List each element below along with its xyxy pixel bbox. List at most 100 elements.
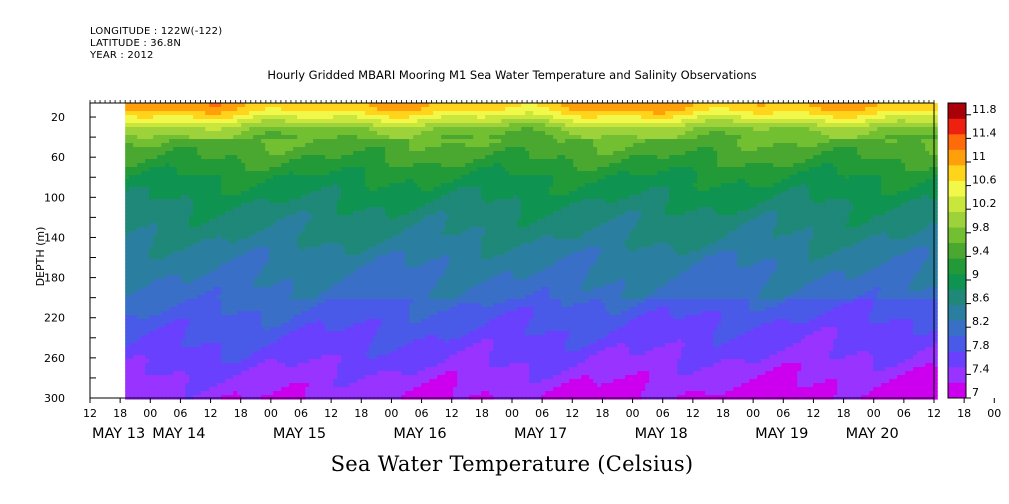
contour-cell xyxy=(329,239,334,244)
contour-cell xyxy=(273,307,278,312)
contour-cell xyxy=(345,199,350,204)
contour-cell xyxy=(381,371,386,376)
contour-cell xyxy=(253,387,258,392)
contour-cell xyxy=(289,299,294,304)
contour-cell xyxy=(181,239,186,244)
contour-cell xyxy=(309,223,314,228)
contour-cell xyxy=(265,387,270,392)
contour-cell xyxy=(337,191,342,196)
contour-cell xyxy=(157,339,162,344)
contour-cell xyxy=(249,131,254,136)
contour-cell xyxy=(285,363,290,368)
contour-cell xyxy=(373,227,378,232)
contour-cell xyxy=(393,231,398,236)
contour-cell xyxy=(361,307,366,312)
contour-cell xyxy=(389,155,394,160)
contour-cell xyxy=(245,239,250,244)
contour-cell xyxy=(257,219,262,224)
contour-cell xyxy=(341,287,346,292)
contour-cell xyxy=(249,219,254,224)
contour-cell xyxy=(373,215,378,220)
contour-cell xyxy=(153,119,158,124)
contour-cell xyxy=(161,171,166,176)
contour-cell xyxy=(129,159,134,164)
contour-cell xyxy=(317,203,322,208)
contour-cell xyxy=(317,291,322,296)
contour-cell xyxy=(217,159,222,164)
contour-cell xyxy=(221,115,226,120)
contour-cell xyxy=(181,107,186,112)
contour-cell xyxy=(329,303,334,308)
contour-cell xyxy=(337,131,342,136)
contour-cell xyxy=(173,111,178,116)
contour-cell xyxy=(137,247,142,252)
contour-cell xyxy=(341,115,346,120)
contour-cell xyxy=(317,383,322,388)
contour-cell xyxy=(353,367,358,372)
contour-cell xyxy=(265,383,270,388)
contour-cell xyxy=(197,287,202,292)
contour-cell xyxy=(137,391,142,396)
contour-cell xyxy=(265,359,270,364)
contour-cell xyxy=(225,371,230,376)
contour-cell xyxy=(185,219,190,224)
contour-cell xyxy=(157,331,162,336)
contour-cell xyxy=(365,387,370,392)
contour-cell xyxy=(137,359,142,364)
contour-cell xyxy=(389,219,394,224)
contour-cell xyxy=(361,107,366,112)
contour-cell xyxy=(305,191,310,196)
contour-cell xyxy=(133,163,138,168)
contour-cell xyxy=(381,275,386,280)
contour-cell xyxy=(157,155,162,160)
contour-cell xyxy=(305,387,310,392)
contour-cell xyxy=(341,359,346,364)
contour-cell xyxy=(305,275,310,280)
contour-cell xyxy=(365,171,370,176)
contour-cell xyxy=(381,155,386,160)
contour-cell xyxy=(325,191,330,196)
contour-cell xyxy=(217,299,222,304)
contour-cell xyxy=(329,379,334,384)
contour-cell xyxy=(217,355,222,360)
contour-cell xyxy=(165,379,170,384)
contour-cell xyxy=(381,311,386,316)
contour-cell xyxy=(313,139,318,144)
contour-cell xyxy=(261,155,266,160)
contour-cell xyxy=(305,319,310,324)
contour-cell xyxy=(173,123,178,128)
contour-cell xyxy=(229,371,234,376)
contour-cell xyxy=(381,163,386,168)
contour-cell xyxy=(265,163,270,168)
contour-cell xyxy=(297,195,302,200)
contour-cell xyxy=(157,395,162,400)
contour-cell xyxy=(357,347,362,352)
contour-cell xyxy=(277,319,282,324)
contour-cell xyxy=(213,143,218,148)
contour-cell xyxy=(305,255,310,260)
contour-cell xyxy=(133,207,138,212)
contour-cell xyxy=(225,283,230,288)
contour-cell xyxy=(137,167,142,172)
contour-cell xyxy=(365,379,370,384)
contour-cell xyxy=(141,251,146,256)
contour-cell xyxy=(129,203,134,208)
contour-cell xyxy=(293,123,298,128)
contour-cell xyxy=(321,255,326,260)
contour-cell xyxy=(225,111,230,116)
contour-cell xyxy=(241,343,246,348)
contour-cell xyxy=(129,307,134,312)
contour-cell xyxy=(297,115,302,120)
contour-cell xyxy=(369,179,374,184)
contour-cell xyxy=(133,303,138,308)
contour-cell xyxy=(217,151,222,156)
contour-cell xyxy=(297,299,302,304)
contour-cell xyxy=(245,163,250,168)
contour-cell xyxy=(341,147,346,152)
contour-cell xyxy=(185,299,190,304)
contour-cell xyxy=(389,347,394,352)
contour-cell xyxy=(165,363,170,368)
contour-cell xyxy=(389,139,394,144)
contour-cell xyxy=(125,243,130,248)
contour-cell xyxy=(217,163,222,168)
